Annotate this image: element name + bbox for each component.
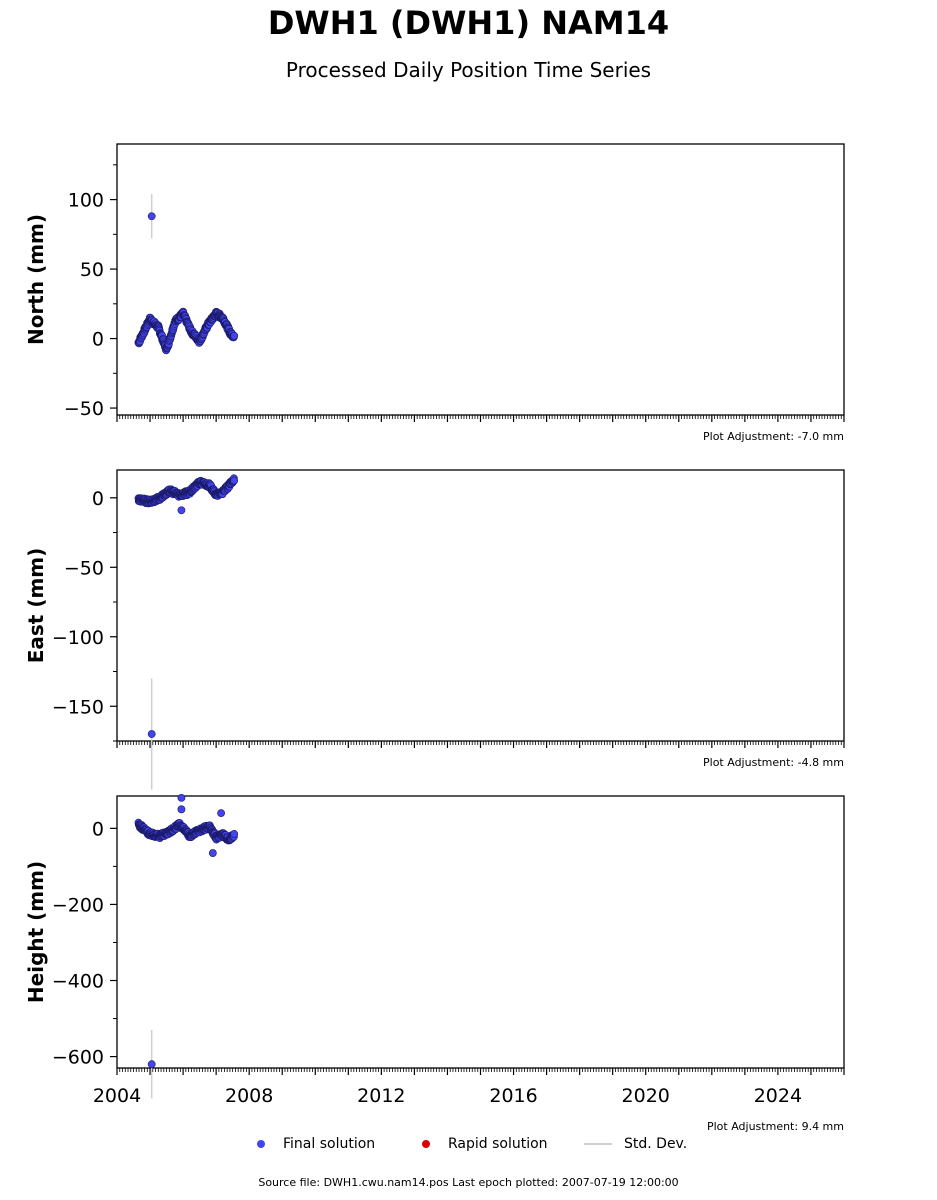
- height-ylabel: Height (mm): [24, 861, 48, 1003]
- height-outlier-point: [208, 849, 217, 857]
- height-outlier-point: [177, 805, 186, 814]
- legend: Final solution Rapid solution Std. Dev.: [0, 1136, 937, 1158]
- height-ytick-label: 0: [92, 818, 104, 840]
- height-xtick-label: 2008: [225, 1085, 273, 1107]
- north-plot-adjustment: Plot Adjustment: -7.0 mm: [703, 430, 844, 443]
- east-ytick-label: −150: [52, 696, 104, 718]
- east-ytick-label: 0: [92, 488, 104, 510]
- height-plot-adjustment: Plot Adjustment: 9.4 mm: [707, 1120, 844, 1133]
- north-ytick-label: 0: [92, 329, 104, 351]
- legend-std: Std. Dev.: [584, 1136, 687, 1152]
- north-ytick-label: −50: [64, 398, 104, 420]
- height-ytick-label: −600: [52, 1047, 104, 1069]
- north-ylabel: North (mm): [24, 214, 48, 345]
- height-ytick-label: −400: [52, 971, 104, 993]
- height-xtick-label: 2012: [357, 1085, 405, 1107]
- std-dev-line-icon: [584, 1143, 612, 1145]
- north-frame: [116, 143, 845, 416]
- height-xtick-label: 2016: [489, 1085, 537, 1107]
- legend-final: Final solution: [257, 1136, 375, 1152]
- east-outlier-point: [177, 506, 186, 515]
- height-xtick-label: 2024: [754, 1085, 802, 1107]
- east-frame: [116, 469, 845, 742]
- rapid-solution-marker-icon: [422, 1140, 430, 1148]
- east-ylabel: East (mm): [24, 548, 48, 664]
- source-footer: Source file: DWH1.cwu.nam14.pos Last epo…: [258, 1176, 679, 1189]
- north-outlier-point: [147, 212, 156, 221]
- height-outlier-point: [177, 794, 186, 802]
- east-ytick-label: −50: [64, 557, 104, 579]
- east-data-point: [230, 476, 239, 485]
- east-outlier-point: [147, 730, 156, 738]
- height-data-point: [230, 830, 239, 838]
- north-ytick-label: 100: [68, 190, 104, 212]
- chart-subtitle: Processed Daily Position Time Series: [285, 58, 652, 82]
- legend-rapid-label: Rapid solution: [448, 1136, 548, 1152]
- legend-rapid: Rapid solution: [422, 1136, 548, 1152]
- height-ytick-label: −200: [52, 894, 104, 916]
- height-xtick-label: 2004: [93, 1085, 141, 1107]
- north-data-point: [230, 331, 239, 340]
- legend-final-label: Final solution: [283, 1136, 376, 1152]
- east-ytick-label: −100: [52, 627, 104, 649]
- east-plot-adjustment: Plot Adjustment: -4.8 mm: [703, 756, 844, 769]
- height-xtick-label: 2020: [622, 1085, 670, 1107]
- height-outlier-point: [217, 809, 225, 818]
- final-solution-marker-icon: [257, 1140, 265, 1148]
- height-outlier-point: [147, 1060, 156, 1069]
- north-ytick-label: 50: [80, 259, 104, 281]
- legend-std-label: Std. Dev.: [624, 1136, 688, 1152]
- chart-title: DWH1 (DWH1) NAM14: [267, 4, 670, 42]
